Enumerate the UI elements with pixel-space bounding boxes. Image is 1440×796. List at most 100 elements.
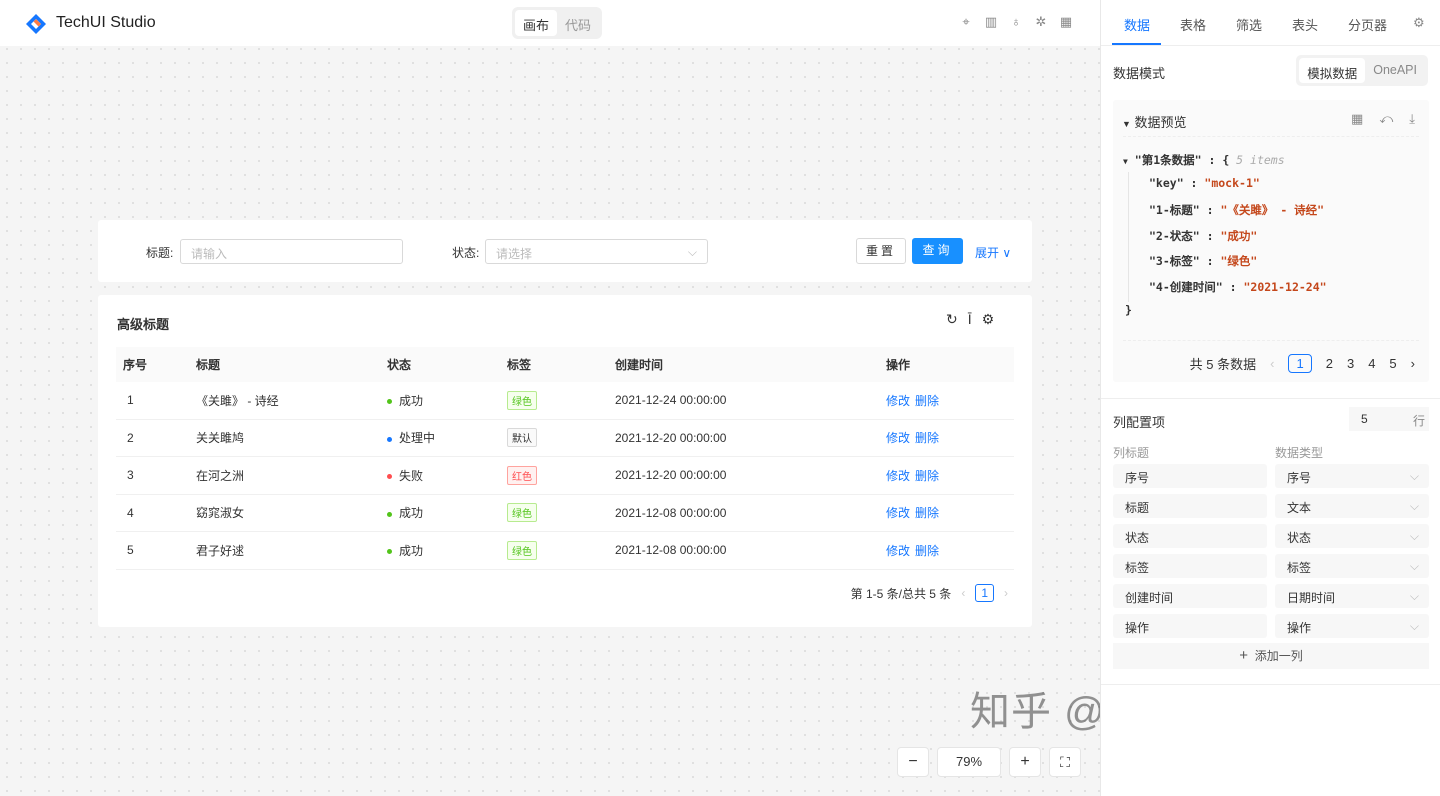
add-column-button[interactable]: + 添加一列 — [1113, 643, 1429, 669]
bulb-icon[interactable]: ♁ — [1011, 14, 1021, 29]
mode-oneapi[interactable]: OneAPI — [1373, 63, 1417, 77]
expand-link[interactable]: 展开 ∨ — [975, 244, 1011, 261]
column-title-input[interactable]: 序号 — [1113, 464, 1267, 488]
zoom-in-button[interactable]: + — [1009, 747, 1041, 777]
cell-time: 2021-12-08 00:00:00 — [615, 543, 727, 558]
col-tag: 标签 — [507, 358, 532, 372]
status-select[interactable]: 请选择 ⌵ — [485, 239, 708, 264]
query-button[interactable]: 查询 — [912, 238, 963, 264]
json-entry: "2-状态" : "成功" — [1149, 228, 1258, 243]
cell-title: 《关雎》 - 诗经 — [196, 393, 279, 408]
add-column-label: 添加一列 — [1254, 649, 1303, 663]
chevron-down-icon: ⌵ — [1409, 529, 1419, 543]
table-view-icon[interactable]: ▦ — [1351, 111, 1364, 126]
json-root-key: "第1条数据" — [1134, 153, 1202, 167]
page-1[interactable]: 1 — [975, 584, 994, 602]
column-type-select[interactable]: 操作 ⌵ — [1275, 614, 1429, 638]
mode-code[interactable]: 代码 — [565, 18, 592, 33]
bug-icon[interactable]: ✲ — [1035, 14, 1047, 29]
reload-icon[interactable]: ↻ — [946, 311, 958, 327]
status-text: 成功 — [399, 393, 424, 408]
mode-mock[interactable]: 模拟数据 — [1299, 58, 1366, 83]
edit-link[interactable]: 修改 — [886, 506, 911, 521]
table-row: 2 关关雎鸠 处理中 默认 2021-12-20 00:00:00 修改 删除 — [116, 420, 1014, 457]
mode-canvas[interactable]: 画布 — [515, 10, 558, 36]
preview-page-3[interactable]: 3 — [1346, 356, 1355, 371]
column-title-input[interactable]: 状态 — [1113, 524, 1267, 548]
tab-header[interactable]: 表头 — [1292, 18, 1319, 33]
zoom-out-button[interactable]: − — [897, 747, 929, 777]
mode-switch[interactable]: 画布 代码 — [512, 7, 603, 39]
reset-button[interactable]: 重置 — [856, 238, 906, 264]
settings-icon[interactable]: ⚙ — [981, 311, 995, 327]
column-type-value: 状态 — [1287, 531, 1312, 545]
edit-link[interactable]: 修改 — [886, 543, 911, 558]
table-header: 序号 标题 状态 标签 创建时间 操作 — [116, 347, 1014, 382]
density-icon[interactable]: Ī — [967, 311, 972, 327]
col-actions: 操作 — [886, 358, 911, 372]
edit-link[interactable]: 修改 — [886, 468, 911, 483]
zoom-level[interactable]: 79% — [937, 747, 1001, 777]
tab-data[interactable]: 数据 — [1124, 18, 1151, 33]
col-status: 状态 — [387, 358, 412, 372]
canvas: TechUI Studio 画布 代码 ⌖ ▥ ♁ ✲ ▦ 标题: 请输入 状态… — [0, 0, 1392, 796]
cell-status: 成功 — [387, 542, 423, 559]
edit-link[interactable]: 修改 — [886, 431, 911, 446]
preview-toggle[interactable]: ▼ 数据预览 — [1122, 112, 1187, 131]
delete-link[interactable]: 删除 — [915, 393, 940, 408]
col-time: 创建时间 — [615, 358, 664, 372]
next-page-icon[interactable]: › — [1410, 356, 1415, 371]
tab-filter[interactable]: 筛选 — [1236, 18, 1263, 33]
tab-table[interactable]: 表格 — [1180, 18, 1207, 33]
delete-link[interactable]: 删除 — [915, 543, 940, 558]
column-title-input[interactable]: 创建时间 — [1113, 584, 1267, 608]
gear-icon[interactable]: ⚙ — [1413, 15, 1425, 30]
app-title: TechUI Studio — [56, 14, 156, 31]
download-icon[interactable]: ⤓ — [1409, 111, 1415, 126]
cell-title: 在河之洲 — [196, 468, 245, 483]
column-type-select[interactable]: 标签 ⌵ — [1275, 554, 1429, 578]
cell-status: 成功 — [387, 392, 423, 409]
title-input[interactable]: 请输入 — [180, 239, 403, 264]
column-title-input[interactable]: 操作 — [1113, 614, 1267, 638]
locate-icon[interactable]: ⌖ — [962, 14, 970, 29]
cell-no: 3 — [127, 468, 134, 483]
column-title-input[interactable]: 标题 — [1113, 494, 1267, 518]
json-root[interactable]: ▼ "第1条数据" : { 5 items — [1123, 153, 1285, 167]
tag-badge: 红色 — [507, 465, 537, 485]
prev-page-icon[interactable]: ‹ — [961, 586, 966, 600]
delete-link[interactable]: 删除 — [915, 506, 940, 521]
json-key: "4-创建时间" — [1149, 280, 1223, 295]
column-type-select[interactable]: 文本 ⌵ — [1275, 494, 1429, 518]
data-table: 序号 标题 状态 标签 创建时间 操作 1 《关雎》 - 诗经 成功 绿色 20… — [116, 347, 1014, 570]
json-key: "1-标题" — [1149, 202, 1200, 217]
json-entry: "key" : "mock-1" — [1149, 176, 1260, 190]
edit-link[interactable]: 修改 — [886, 393, 911, 408]
prev-page-icon[interactable]: ‹ — [1270, 356, 1275, 371]
fullscreen-icon[interactable]: ⛶ — [1049, 747, 1081, 777]
tab-pagination[interactable]: 分页器 — [1348, 18, 1388, 33]
preview-page-5[interactable]: 5 — [1389, 356, 1397, 371]
chevron-down-icon: ∨ — [1002, 246, 1012, 260]
json-value: "mock-1" — [1204, 176, 1260, 190]
preview-page-4[interactable]: 4 — [1368, 356, 1376, 371]
delete-link[interactable]: 删除 — [915, 468, 940, 483]
book-icon[interactable]: ▥ — [984, 14, 998, 29]
preview-page-2[interactable]: 2 — [1325, 356, 1333, 371]
preview-page-1[interactable]: 1 — [1288, 354, 1312, 373]
data-mode-switch[interactable]: 模拟数据 OneAPI — [1296, 55, 1428, 86]
col-type-header: 数据类型 — [1275, 446, 1324, 460]
delete-link[interactable]: 删除 — [915, 431, 940, 446]
status-dot — [387, 511, 392, 517]
table-row: 3 在河之洲 失败 红色 2021-12-20 00:00:00 修改 删除 — [116, 457, 1014, 495]
column-type-select[interactable]: 序号 ⌵ — [1275, 464, 1429, 488]
column-title-input[interactable]: 标签 — [1113, 554, 1267, 578]
column-type-select[interactable]: 日期时间 ⌵ — [1275, 584, 1429, 608]
chevron-down-icon: ⌵ — [1409, 559, 1419, 573]
column-type-select[interactable]: 状态 ⌵ — [1275, 524, 1429, 548]
next-page-icon[interactable]: › — [1004, 586, 1008, 600]
json-key: "3-标签" — [1149, 254, 1200, 269]
undo-icon[interactable]: ⤺ — [1379, 111, 1394, 126]
qrcode-icon[interactable]: ▦ — [1059, 14, 1073, 29]
